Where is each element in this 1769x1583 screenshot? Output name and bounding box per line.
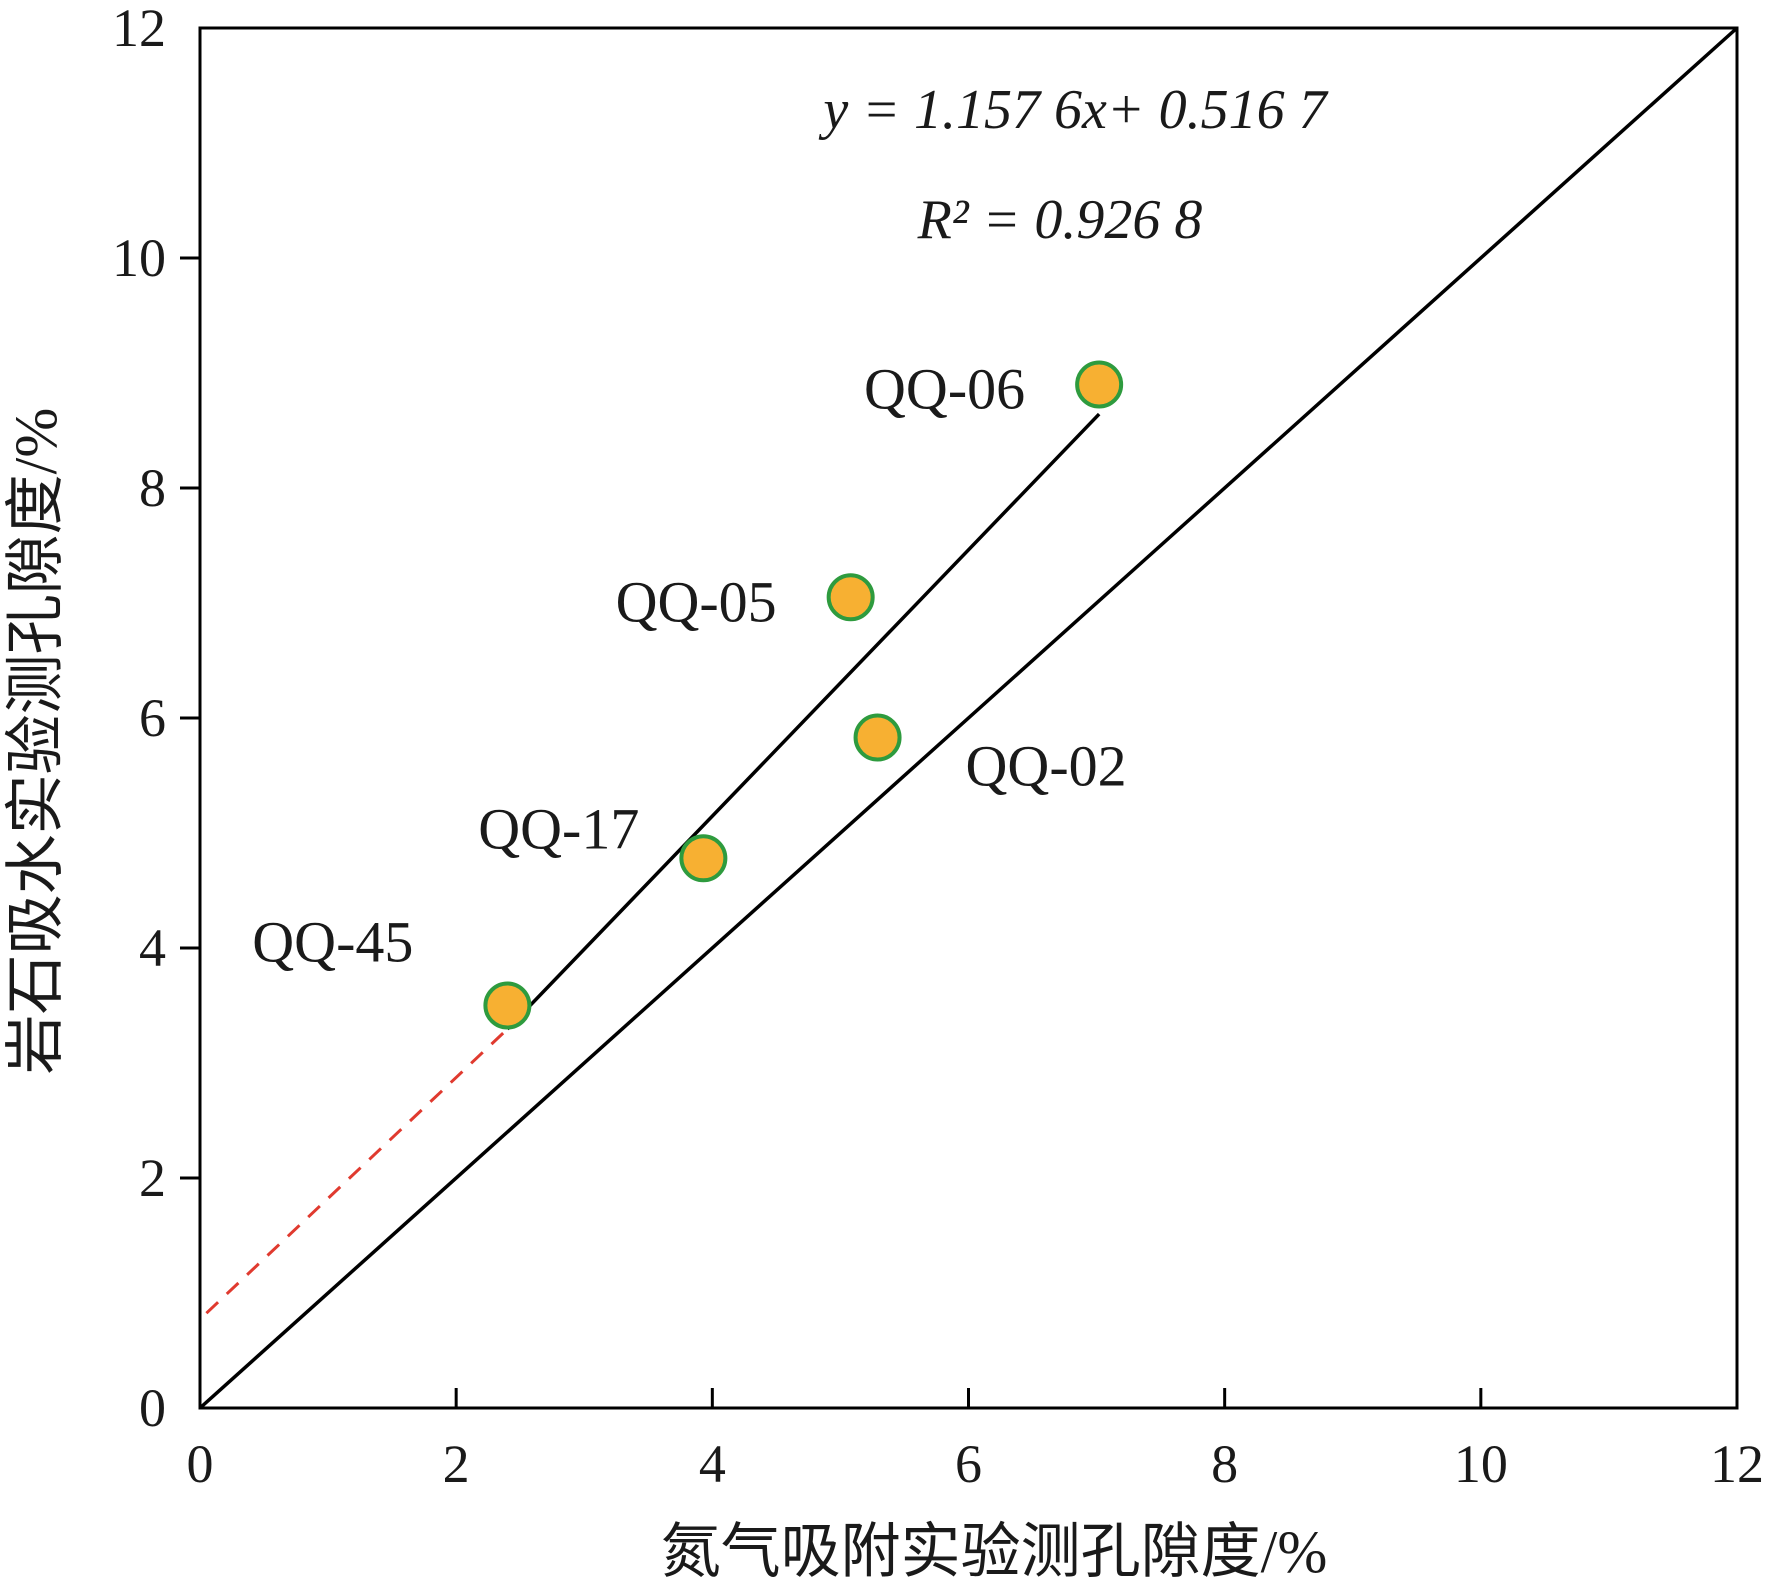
points-layer: [483, 360, 1124, 1030]
point-label: QQ-06: [864, 357, 1025, 422]
x-tick-label: 4: [699, 1434, 726, 1494]
x-tick-label: 6: [955, 1434, 982, 1494]
point-label: QQ-02: [966, 734, 1127, 799]
y-tick-label: 6: [139, 688, 166, 748]
x-tick-label: 12: [1710, 1434, 1764, 1494]
point-labels-layer: QQ-45 QQ-17 QQ-05 QQ-02 QQ-06: [252, 357, 1126, 975]
y-tick-label: 4: [139, 918, 166, 978]
reference-line-1-1: [198, 26, 1739, 1410]
y-tick-label: 0: [139, 1378, 166, 1438]
y-tick-label: 12: [112, 0, 166, 58]
data-point: [853, 713, 902, 762]
y-axis-title: 岩石吸水实验测孔隙度/%: [3, 408, 69, 1075]
regression-line: [506, 412, 1101, 1031]
point-label: QQ-05: [616, 569, 777, 634]
data-point: [1075, 360, 1124, 409]
data-point: [679, 834, 728, 883]
ticks-layer: 0 2 4 6 8 10 12 0 2 4 6 8 10 12: [112, 0, 1764, 1494]
point-label: QQ-45: [252, 910, 413, 975]
regression-equation: y = 1.157 6x+ 0.516 7: [818, 79, 1328, 141]
r-squared-label: R² = 0.926 8: [917, 189, 1203, 251]
lines-layer: [198, 26, 1739, 1410]
x-tick-label: 2: [443, 1434, 470, 1494]
x-tick-label: 8: [1211, 1434, 1238, 1494]
data-point: [826, 573, 875, 622]
regression-extrapolation-dashed: [205, 1027, 509, 1315]
x-axis-title: 氮气吸附实验测孔隙度/%: [661, 1519, 1328, 1583]
y-tick-label: 10: [112, 228, 166, 288]
y-tick-label: 2: [139, 1148, 166, 1208]
point-label: QQ-17: [478, 796, 639, 861]
data-point: [483, 981, 532, 1030]
y-tick-label: 8: [139, 458, 166, 518]
x-tick-label: 0: [187, 1434, 214, 1494]
x-tick-label: 10: [1454, 1434, 1508, 1494]
